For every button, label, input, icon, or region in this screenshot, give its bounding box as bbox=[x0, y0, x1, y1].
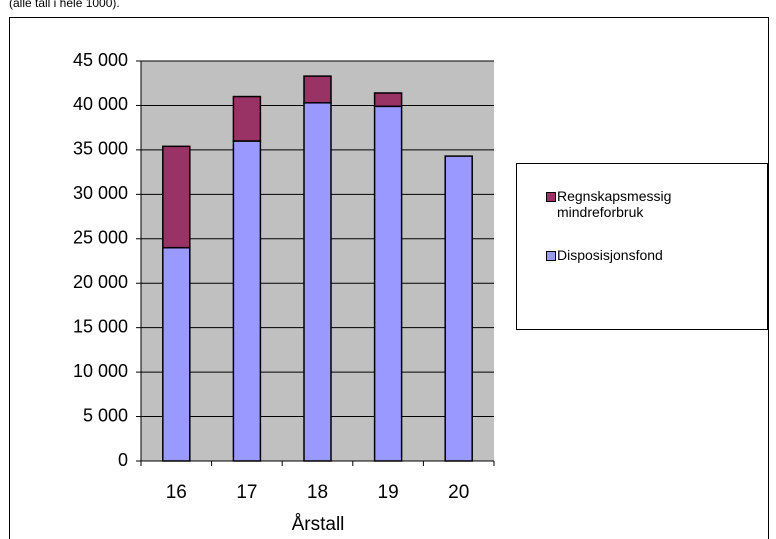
y-tick-label: 0 bbox=[118, 450, 128, 470]
y-tick-label: 20 000 bbox=[73, 272, 128, 292]
bar-segment bbox=[303, 75, 332, 104]
x-tick-label: 16 bbox=[166, 482, 187, 503]
x-axis-label: Årstall bbox=[292, 514, 345, 535]
x-tick-label: 17 bbox=[236, 482, 257, 503]
x-tick-label: 18 bbox=[307, 482, 328, 503]
y-tick-label: 25 000 bbox=[73, 228, 128, 248]
bar-segment bbox=[162, 145, 191, 249]
bar-segment bbox=[232, 95, 262, 142]
legend-item: Regnskapsmessig mindreforbruk bbox=[546, 188, 707, 220]
legend-swatch bbox=[546, 192, 556, 202]
y-tick-label: 35 000 bbox=[73, 139, 128, 159]
bar-segment bbox=[303, 102, 332, 462]
y-tick-label: 45 000 bbox=[73, 50, 128, 70]
y-tick-label: 10 000 bbox=[73, 361, 128, 381]
y-tick-label: 15 000 bbox=[73, 316, 128, 336]
y-tick-label: 40 000 bbox=[73, 94, 128, 114]
x-tick-label: 20 bbox=[448, 482, 469, 503]
bar-segment bbox=[373, 92, 403, 108]
legend-swatch bbox=[546, 251, 556, 261]
bar-segment bbox=[444, 155, 473, 462]
x-tick-label: 19 bbox=[378, 482, 399, 503]
legend-label: Regnskapsmessig mindreforbruk bbox=[557, 188, 672, 220]
bar-segment bbox=[232, 140, 262, 462]
note: (alle tall i hele 1000). bbox=[9, 0, 120, 10]
bar-segment bbox=[162, 246, 191, 462]
legend-item: Disposisjonsfond bbox=[546, 247, 707, 263]
legend-label: Disposisjonsfond bbox=[557, 247, 663, 263]
bar-segment bbox=[373, 105, 403, 462]
legend: Regnskapsmessig mindreforbruk Disposisjon… bbox=[516, 163, 768, 330]
y-tick-label: 30 000 bbox=[73, 183, 128, 203]
y-tick-label: 5 000 bbox=[83, 405, 128, 425]
